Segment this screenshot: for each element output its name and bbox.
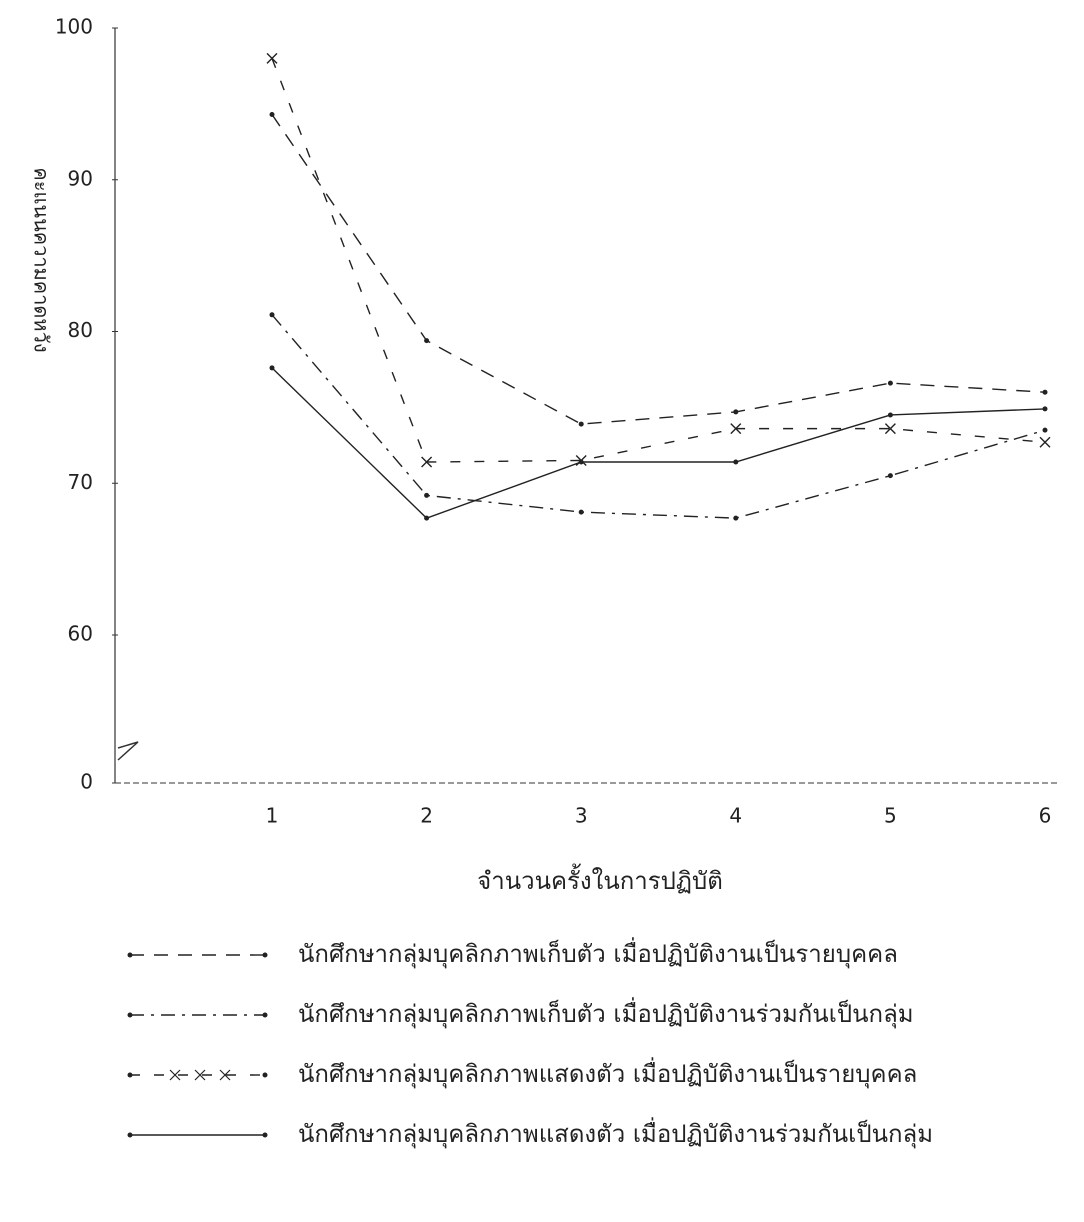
legend-dot [128,1133,133,1138]
x-tick-label: 6 [1039,804,1052,828]
legend-label: นักศึกษากลุ่มบุคลิกภาพแสดงตัว เมื่อปฏิบั… [298,1117,933,1149]
marker [270,365,275,370]
x-tick-label: 2 [420,804,433,828]
y-tick-label: 80 [68,318,93,342]
y-axis-label: คะแนนความคาดหวัง [30,167,54,352]
legend-label: นักศึกษากลุ่มบุคลิกภาพเก็บตัว เมื่อปฏิบั… [298,997,914,1029]
series-line [272,368,1045,518]
series-line [272,114,1045,424]
legend-dot [263,1013,268,1018]
legend-label: นักศึกษากลุ่มบุคลิกภาพเก็บตัว เมื่อปฏิบั… [298,937,898,969]
y-tick-label: 60 [68,622,93,646]
marker [424,516,429,521]
y-tick-label: 90 [68,166,93,190]
marker [424,338,429,343]
x-tick-label: 3 [575,804,588,828]
marker [579,460,584,465]
marker [888,473,893,478]
x-tick-label: 4 [729,804,742,828]
legend-dot [128,1073,133,1078]
marker [579,422,584,427]
legend-dot [263,953,268,958]
series-line [272,315,1045,518]
marker [888,412,893,417]
marker [733,516,738,521]
x-tick-label: 5 [884,804,897,828]
series-line [272,58,1045,462]
marker [270,312,275,317]
legend-label: นักศึกษากลุ่มบุคลิกภาพแสดงตัว เมื่อปฏิบั… [298,1057,917,1089]
marker [424,493,429,498]
marker [733,409,738,414]
axis-break [118,742,138,760]
marker [1043,390,1048,395]
x-tick-label: 1 [266,804,279,828]
marker [888,381,893,386]
marker [1040,437,1050,447]
marker [733,460,738,465]
chart: คะแนนความคาดหวัง จำนวนครั้งในการปฏิบัติ … [0,0,1084,1222]
marker [1043,428,1048,433]
marker [267,53,277,63]
y-tick-label: 0 [80,770,93,794]
marker [579,510,584,515]
marker [1043,406,1048,411]
y-tick-label: 100 [55,15,93,39]
x-axis-label: จำนวนครั้งในการปฏิบัติ [477,863,723,895]
legend-dot [263,1073,268,1078]
marker [270,112,275,117]
legend-dot [128,953,133,958]
y-tick-label: 70 [68,470,93,494]
legend-dot [128,1013,133,1018]
legend-dot [263,1133,268,1138]
